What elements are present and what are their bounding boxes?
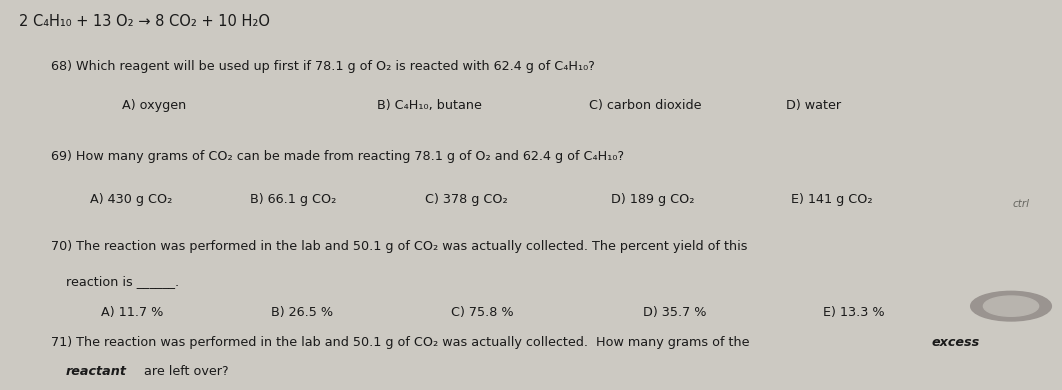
Text: 68) Which reagent will be used up first if 78.1 g of O₂ is reacted with 62.4 g o: 68) Which reagent will be used up first … (51, 60, 595, 73)
Text: E) 13.3 %: E) 13.3 % (823, 306, 885, 319)
Text: A) oxygen: A) oxygen (122, 99, 186, 112)
Text: B) 26.5 %: B) 26.5 % (271, 306, 332, 319)
Text: 2 C₄H₁₀ + 13 O₂ → 8 CO₂ + 10 H₂O: 2 C₄H₁₀ + 13 O₂ → 8 CO₂ + 10 H₂O (19, 14, 270, 28)
Text: A) 11.7 %: A) 11.7 % (101, 306, 164, 319)
Text: C) 378 g CO₂: C) 378 g CO₂ (425, 193, 508, 206)
Text: 70) The reaction was performed in the lab and 50.1 g of CO₂ was actually collect: 70) The reaction was performed in the la… (51, 240, 748, 253)
Text: E) 141 g CO₂: E) 141 g CO₂ (791, 193, 873, 206)
Text: D) 35.7 %: D) 35.7 % (643, 306, 706, 319)
Text: C) 75.8 %: C) 75.8 % (451, 306, 514, 319)
Text: are left over?: are left over? (140, 365, 228, 378)
Text: reaction is ______.: reaction is ______. (66, 275, 179, 288)
Text: D) 189 g CO₂: D) 189 g CO₂ (611, 193, 695, 206)
Text: 69) How many grams of CO₂ can be made from reacting 78.1 g of O₂ and 62.4 g of C: 69) How many grams of CO₂ can be made fr… (51, 150, 624, 163)
Text: C) carbon dioxide: C) carbon dioxide (589, 99, 702, 112)
Text: excess: excess (931, 336, 979, 349)
Text: reactant: reactant (66, 365, 126, 378)
Circle shape (983, 296, 1039, 316)
Text: 71) The reaction was performed in the lab and 50.1 g of CO₂ was actually collect: 71) The reaction was performed in the la… (51, 336, 753, 349)
Text: B) 66.1 g CO₂: B) 66.1 g CO₂ (250, 193, 336, 206)
Text: B) C₄H₁₀, butane: B) C₄H₁₀, butane (377, 99, 482, 112)
Text: A) 430 g CO₂: A) 430 g CO₂ (90, 193, 173, 206)
Circle shape (971, 291, 1051, 321)
Text: D) water: D) water (786, 99, 841, 112)
Text: ctrl: ctrl (1012, 199, 1029, 209)
